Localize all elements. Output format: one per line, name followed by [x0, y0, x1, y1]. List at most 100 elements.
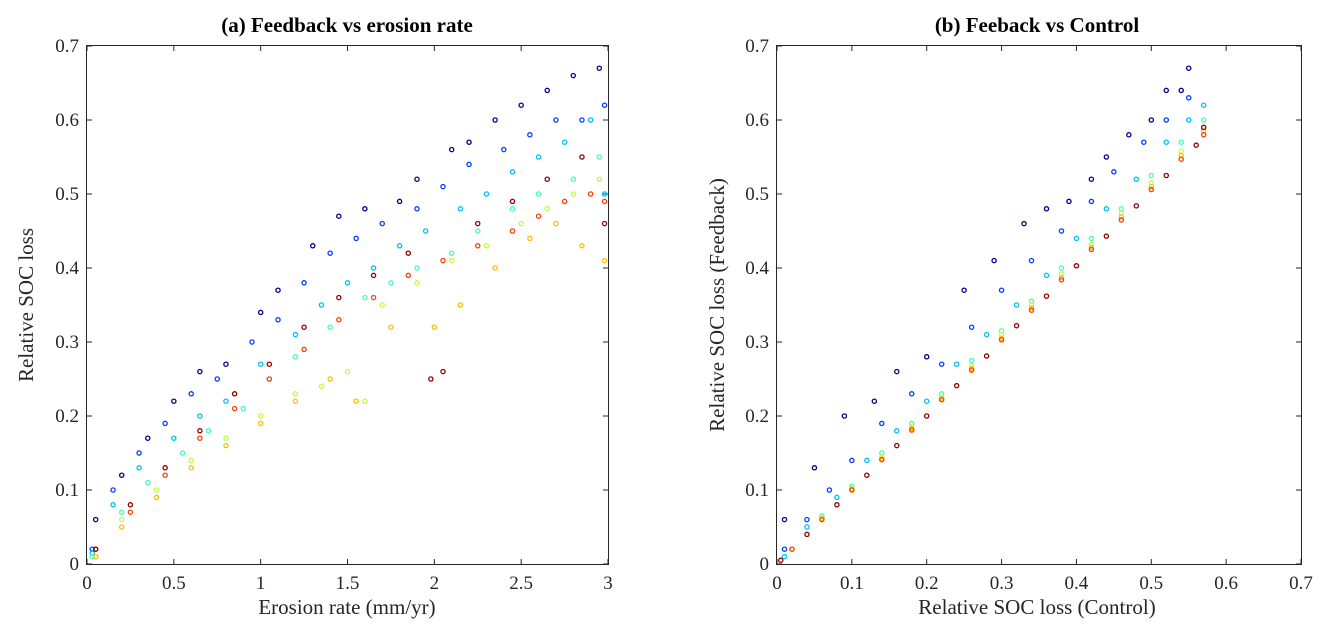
scatter-point-b [1013, 302, 1020, 308]
scatter-point-b [1200, 132, 1207, 138]
scatter-point-a [440, 183, 446, 190]
scatter-point-a [353, 235, 359, 242]
scatter-point-a [509, 228, 516, 234]
scatter-point-b [938, 396, 945, 403]
scatter-point-b [1103, 154, 1110, 160]
scatter-point-a [92, 516, 99, 523]
scatter-point-a [188, 457, 194, 464]
scatter-point-b [923, 413, 930, 419]
scatter-point-a [327, 250, 333, 256]
scatter-point-a [153, 487, 160, 493]
scatter-point-b [983, 331, 990, 338]
scatter-point-b [1013, 322, 1020, 329]
scatter-point-b [1088, 198, 1095, 205]
scatter-point-a [249, 339, 255, 345]
scatter-point-b [1185, 117, 1192, 123]
scatter-point-a [379, 302, 385, 308]
scatter-point-a [118, 509, 125, 515]
scatter-point-b [864, 472, 870, 478]
scatter-point-b [1043, 272, 1050, 279]
x-tick-label-a: 1.5 [336, 573, 360, 594]
scatter-point-a [266, 361, 273, 367]
scatter-point-b [841, 413, 848, 419]
scatter-point-b [1200, 124, 1207, 131]
x-tick-label-b: 0.7 [1289, 573, 1313, 594]
scatter-point-b [1043, 293, 1050, 299]
scatter-point-a [561, 198, 568, 205]
x-tick-label-a: 2 [430, 573, 440, 594]
scatter-point-a [466, 139, 472, 145]
scatter-point-a [145, 479, 151, 486]
scatter-point-a [370, 294, 377, 301]
y-tick-label-a: 0 [70, 554, 80, 575]
scatter-point-b [894, 428, 900, 434]
x-tick-label-a: 2.5 [509, 573, 533, 594]
scatter-point-a [405, 272, 412, 279]
scatter-point-a [223, 435, 229, 441]
scatter-point-a [553, 117, 559, 123]
y-tick-label-a: 0.3 [55, 332, 79, 353]
scatter-point-b [1058, 265, 1065, 271]
scatter-point-a [171, 398, 177, 404]
scatter-point-a [292, 391, 299, 397]
scatter-point-a [214, 376, 220, 382]
scatter-point-a [223, 442, 229, 449]
y-tick-label-b: 0.3 [745, 332, 769, 353]
scatter-point-b [781, 553, 788, 560]
chart-title-b: (b) Feeback vs Control [935, 13, 1140, 37]
scatter-point-b [1178, 148, 1184, 154]
scatter-point-a [474, 220, 481, 227]
scatter-point-b [1148, 186, 1155, 193]
scatter-point-b [968, 357, 975, 364]
x-tick-label-a: 0 [82, 573, 92, 594]
scatter-point-a [197, 428, 203, 434]
scatter-point-b [923, 354, 930, 360]
scatter-point-a [145, 435, 151, 441]
scatter-panel-b: (b) Feeback vs Control Relative SOC loss… [705, 13, 1313, 619]
y-tick-label-a: 0.6 [55, 110, 79, 131]
scatter-point-a [448, 257, 455, 264]
scatter-point-a [257, 309, 264, 316]
scatter-point-a [601, 191, 608, 197]
scatter-point-a [527, 235, 533, 242]
scatter-point-b [1163, 172, 1170, 179]
scatter-point-a [601, 220, 608, 227]
x-tick-label-b: 0.3 [990, 573, 1014, 594]
scatter-point-a [336, 317, 342, 323]
y-tick-label-a: 0.7 [55, 36, 79, 57]
scatter-point-a [89, 553, 95, 560]
scatter-point-a [527, 132, 533, 138]
scatter-point-a [162, 465, 168, 471]
scatter-point-b [804, 524, 810, 530]
scatter-point-b [1163, 87, 1170, 94]
scatter-point-b [953, 382, 960, 389]
scatter-point-b [1118, 206, 1125, 212]
scatter-point-b [1133, 176, 1140, 182]
points-group-a [89, 65, 608, 560]
scatter-point-b [1200, 117, 1207, 123]
y-axis-label-a: Relative SOC loss [14, 228, 38, 382]
scatter-point-a [457, 206, 464, 212]
scatter-point-a [405, 250, 412, 256]
scatter-point-b [804, 516, 810, 523]
scatter-point-a [579, 154, 585, 160]
y-tick-label-a: 0.2 [55, 406, 79, 427]
scatter-point-a [570, 72, 577, 79]
scatter-point-b [991, 257, 997, 264]
scatter-point-b [1088, 235, 1095, 242]
scatter-point-a [518, 102, 524, 108]
scatter-point-a [197, 435, 203, 441]
scatter-point-a [327, 376, 333, 382]
scatter-point-b [849, 487, 855, 493]
scatter-point-b [781, 546, 788, 552]
x-tick-label-b: 0.4 [1065, 573, 1089, 594]
scatter-point-a [414, 265, 420, 271]
scatter-point-a [501, 146, 507, 153]
scatter-point-b [871, 398, 878, 404]
scatter-point-b [1118, 214, 1125, 220]
scatter-point-b [1178, 87, 1184, 94]
scatter-point-a [570, 176, 577, 182]
scatter-point-a [596, 176, 603, 182]
tick-group-b: 0 0.1 0.2 0.3 0.4 0.5 0.6 0.7 0 0.1 0.2 0.3 0.4 0.5 0.… [745, 36, 1313, 594]
